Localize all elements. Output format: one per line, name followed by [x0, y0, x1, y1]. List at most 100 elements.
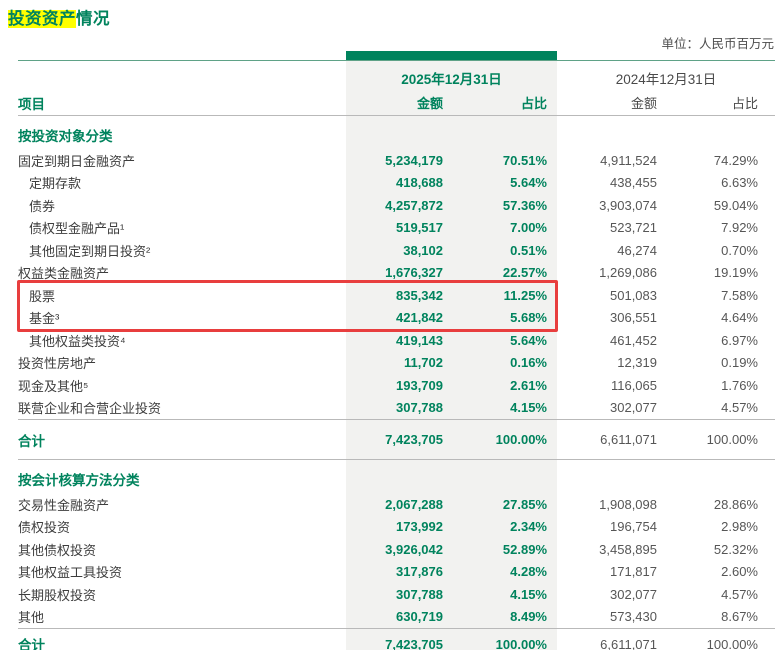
row-label: 固定到期日金融资产 — [18, 153, 136, 169]
share-2025: 5.68% — [450, 306, 557, 329]
amount-2025: 38,102 — [346, 239, 450, 262]
table-row: 交易性金融资产 2,067,288 27.85% 1,908,098 28.86% — [18, 493, 775, 516]
share-2024: 1.76% — [721, 377, 758, 393]
table-row: 长期股权投资 307,788 4.15% 302,077 4.57% — [18, 583, 775, 606]
amount-2024: 6,611,071 — [557, 628, 664, 650]
amount-2024: 523,721 — [610, 220, 657, 236]
amount-2024: 461,452 — [610, 332, 657, 348]
row-label: 按投资对象分类 — [18, 129, 113, 144]
bar-spacer — [18, 51, 346, 61]
share-2024: 8.67% — [721, 609, 758, 625]
share-2025: 2.61% — [450, 374, 557, 397]
item-column-header: 项目 — [18, 60, 346, 116]
subheader-row: 金额 占比 金额 占比 — [18, 90, 775, 116]
table-row: 按会计核算方法分类 — [18, 459, 775, 494]
amount-2024: 302,077 — [610, 586, 657, 602]
amount-2024: 3,458,895 — [599, 541, 657, 557]
table-row: 其他权益类投资⁴ 419,143 5.64% 461,452 6.97% — [18, 329, 775, 352]
share-header-2024: 占比 — [664, 90, 775, 116]
share-2024: 52.32% — [713, 541, 758, 557]
table-row: 现金及其他⁵ 193,709 2.61% 116,065 1.76% — [18, 374, 775, 397]
share-2024: 7.92% — [721, 220, 758, 236]
unit-label: 单位：人民币百万元 — [661, 37, 774, 51]
share-2024 — [664, 460, 775, 494]
share-2025: 27.85% — [450, 493, 557, 516]
row-label: 权益类金融资产 — [18, 266, 110, 282]
row-label: 现金及其他⁵ — [18, 378, 89, 394]
row-label: 长期股权投资 — [18, 587, 97, 603]
table-row: 债券 4,257,872 57.36% 3,903,074 59.04% — [18, 194, 775, 217]
table-body: 按投资对象分类固定到期日金融资产 5,234,179 70.51% 4,911,524… — [18, 115, 775, 650]
amount-2024: 306,551 — [610, 310, 657, 326]
table-row: 债权投资 173,992 2.34% 196,754 2.98% — [18, 515, 775, 538]
amount-2025: 419,143 — [346, 329, 450, 352]
share-2025: 52.89% — [450, 538, 557, 561]
accent-bar-row — [18, 51, 775, 61]
share-2025: 4.15% — [450, 396, 557, 420]
table-row: 其他 630,719 8.49% 573,430 8.67% — [18, 605, 775, 629]
amount-2025: 193,709 — [346, 374, 450, 397]
table-wrapper: 项目 2025年12月31日 2024年12月31日 金额 占比 金额 占比 按… — [17, 51, 775, 650]
share-2025: 0.16% — [450, 351, 557, 374]
amount-2024 — [557, 460, 664, 494]
amount-2025: 519,517 — [346, 216, 450, 239]
share-2025: 5.64% — [450, 171, 557, 194]
share-2024: 28.86% — [713, 496, 758, 512]
share-2024: 7.58% — [721, 287, 758, 303]
share-2025: 2.34% — [450, 515, 557, 538]
amount-2025: 317,876 — [346, 560, 450, 583]
title-rest: 情况 — [76, 10, 110, 28]
share-2024: 4.57% — [721, 586, 758, 602]
row-label: 其他债权投资 — [18, 542, 97, 558]
amount-2025: 2,067,288 — [346, 493, 450, 516]
share-2025 — [450, 115, 557, 149]
share-2025: 8.49% — [450, 605, 557, 629]
amount-2024: 171,817 — [610, 564, 657, 580]
amount-2025: 307,788 — [346, 396, 450, 420]
row-label: 其他 — [18, 610, 45, 626]
share-2025: 4.15% — [450, 583, 557, 606]
share-2024: 100.00% — [664, 628, 775, 650]
share-2025: 100.00% — [450, 419, 557, 460]
amount-2024: 1,269,086 — [599, 265, 657, 281]
amount-2024: 438,455 — [610, 175, 657, 191]
amount-2024: 116,065 — [610, 377, 657, 393]
share-2024: 6.63% — [721, 175, 758, 191]
share-2024 — [664, 116, 775, 150]
amount-2025 — [346, 115, 450, 149]
row-label: 其他权益工具投资 — [18, 565, 123, 581]
row-label: 投资性房地产 — [18, 356, 97, 372]
table-row: 其他权益工具投资 317,876 4.28% 171,817 2.60% — [18, 560, 775, 583]
share-2024: 2.60% — [721, 564, 758, 580]
amount-2024: 12,319 — [617, 355, 657, 371]
amount-2024: 1,908,098 — [599, 496, 657, 512]
page-title: 投资资产情况 — [8, 5, 110, 29]
amount-2024: 501,083 — [610, 287, 657, 303]
row-label: 债券 — [29, 198, 56, 214]
share-2024: 2.98% — [721, 519, 758, 535]
share-2025: 22.57% — [450, 261, 557, 284]
table-row: 按投资对象分类 — [18, 115, 775, 150]
row-label: 合计 — [18, 419, 346, 460]
row-label: 股票 — [29, 288, 56, 304]
row-label: 其他固定到期日投资² — [29, 243, 151, 259]
share-2025: 7.00% — [450, 216, 557, 239]
share-2025: 70.51% — [450, 149, 557, 172]
amount-2025: 3,926,042 — [346, 538, 450, 561]
row-label: 基金³ — [29, 311, 60, 327]
share-2024: 4.64% — [721, 310, 758, 326]
share-2025: 4.28% — [450, 560, 557, 583]
amount-2024: 573,430 — [610, 609, 657, 625]
amount-2025: 5,234,179 — [346, 149, 450, 172]
share-2025: 0.51% — [450, 239, 557, 262]
row-label: 联营企业和合营企业投资 — [18, 401, 162, 417]
share-2025 — [450, 459, 557, 493]
amount-2025: 421,842 — [346, 306, 450, 329]
share-header-2025: 占比 — [450, 90, 557, 116]
row-label: 按会计核算方法分类 — [18, 473, 140, 488]
amount-2024: 4,911,524 — [600, 152, 657, 168]
amount-header-2024: 金额 — [557, 90, 664, 116]
share-2025: 57.36% — [450, 194, 557, 217]
table-row: 投资性房地产 11,702 0.16% 12,319 0.19% — [18, 351, 775, 374]
table-row: 其他债权投资 3,926,042 52.89% 3,458,895 52.32% — [18, 538, 775, 561]
